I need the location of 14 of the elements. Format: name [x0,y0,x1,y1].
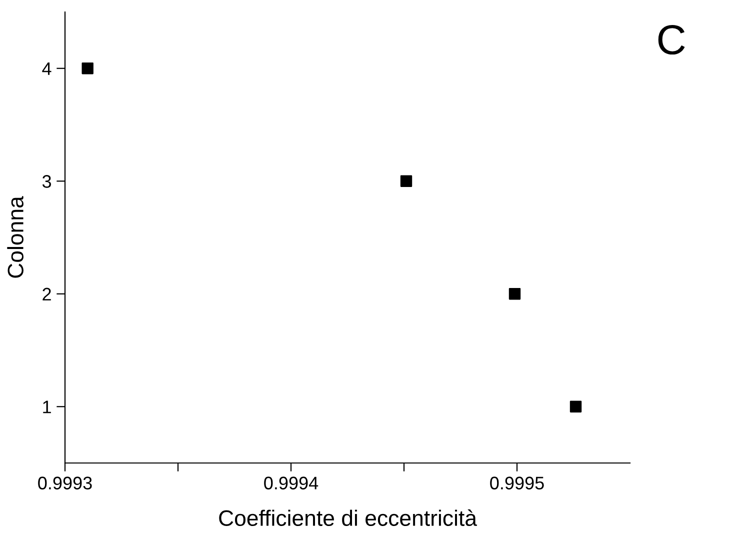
point [570,400,582,412]
point [508,288,521,300]
y-tick-label: 1 [43,400,51,414]
y-tick-label: 3 [42,175,52,188]
point [400,175,412,187]
x-tick-label: 0.9995 [490,476,544,490]
y-tick-label: 4 [42,62,52,75]
x-tick-label: 0.9994 [264,476,318,490]
y-axis-title: Colonna [7,196,24,278]
text: C [658,25,685,55]
y-tick-label: 2 [42,288,51,300]
x-axis-title: Coefficiente di eccentricità [219,509,478,526]
x-tick-label: 0.9993 [38,476,92,490]
point [82,62,94,74]
